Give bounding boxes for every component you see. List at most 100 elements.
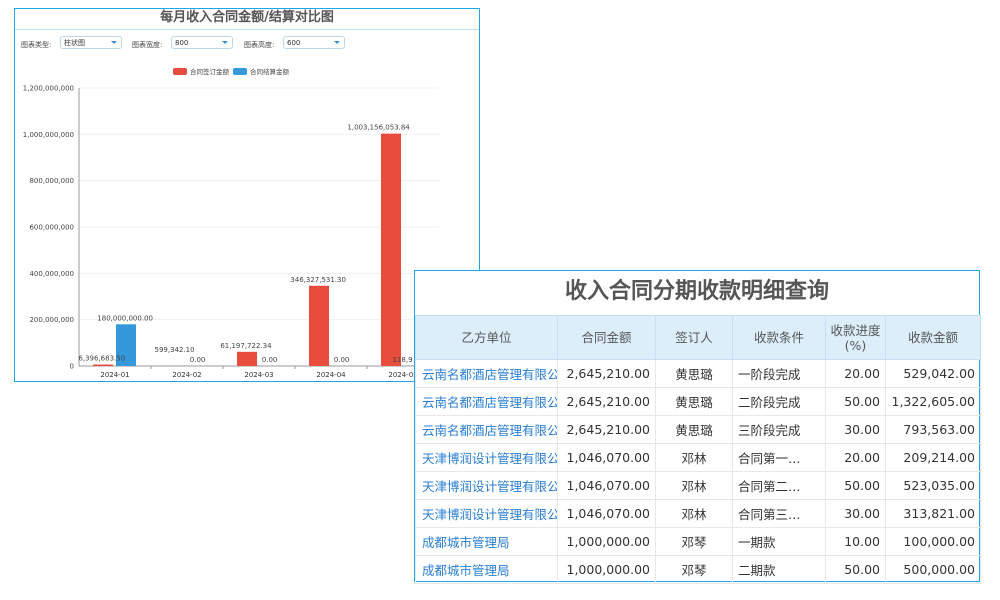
table-cell: 10.00 — [825, 527, 886, 556]
table-cell: 合同第一… — [732, 443, 826, 472]
chart-panel: 每月收入合同金额/结算对比图 图表类型: 柱状图 图表宽度: 800 图表高度:… — [14, 8, 480, 382]
company-link[interactable]: 云南名都酒店管理有限公司 — [415, 387, 558, 416]
table-row: 天津博润设计管理有限公司 1,046,070.00 邓林 合同第二… 50.00 523,… — [415, 471, 981, 500]
legend-swatch — [233, 68, 247, 75]
table-cell: 209,214.00 — [885, 443, 981, 472]
chart-type-label: 图表类型: — [21, 41, 52, 49]
column-header[interactable]: 合同金额 — [557, 315, 656, 360]
table-cell: 50.00 — [825, 555, 886, 584]
table-cell: 二期款 — [732, 555, 826, 584]
table-cell: 2,645,210.00 — [557, 415, 656, 444]
table-cell: 1,322,605.00 — [885, 387, 981, 416]
chart-type-value: 柱状图 — [64, 39, 85, 47]
table-cell: 2,645,210.00 — [557, 387, 656, 416]
table-title: 收入合同分期收款明细查询 — [564, 279, 829, 304]
legend-label: 合同签订金额 — [190, 67, 230, 76]
x-tick-label: 2024-02 — [172, 371, 201, 379]
chart-width-select[interactable]: 800 — [171, 36, 233, 49]
company-link[interactable]: 云南名都酒店管理有限公司 — [415, 359, 558, 388]
y-tick-label: 600,000,000 — [29, 224, 74, 232]
table-panel: 收入合同分期收款明细查询 乙方单位 合同金额 签订人 收款条件 收款进度(%) 收款金额 … — [414, 270, 981, 584]
legend-label: 合同结算金额 — [250, 67, 290, 76]
chart-title: 每月收入合同金额/结算对比图 — [15, 9, 479, 30]
company-link[interactable]: 成都城市管理局 — [415, 555, 558, 584]
table-cell: 黄思璐 — [655, 415, 733, 444]
chart-width-label: 图表宽度: — [132, 41, 163, 49]
chevron-down-icon — [111, 41, 117, 44]
bar-signed — [237, 351, 257, 366]
chart-height-label: 图表高度: — [244, 41, 275, 49]
table-row: 云南名都酒店管理有限公司 2,645,210.00 黄思璐 二阶段完成 50.00 1,3… — [415, 387, 981, 416]
table-cell: 三阶段完成 — [732, 415, 826, 444]
table-cell: 50.00 — [825, 387, 886, 416]
table-cell: 黄思璐 — [655, 359, 733, 388]
data-label: 0.00 — [190, 356, 206, 364]
table-cell: 1,000,000.00 — [557, 527, 656, 556]
data-label: 180,000,000.00 — [97, 314, 153, 322]
bar-signed — [93, 364, 113, 366]
bar-settled — [116, 324, 136, 366]
chart-height-select[interactable]: 600 — [283, 36, 345, 49]
column-header[interactable]: 乙方单位 — [415, 315, 558, 360]
table-cell: 100,000.00 — [885, 527, 981, 556]
x-tick-label: 2024-05 — [388, 371, 417, 379]
table-cell: 30.00 — [825, 415, 886, 444]
table-cell: 20.00 — [825, 359, 886, 388]
table-row: 天津博润设计管理有限公司 1,046,070.00 邓林 合同第三… 30.00 313,… — [415, 499, 981, 528]
data-label: 346,327,531.30 — [290, 276, 346, 284]
table-cell: 523,035.00 — [885, 471, 981, 500]
company-link[interactable]: 天津博润设计管理有限公司 — [415, 499, 558, 528]
table-cell: 邓林 — [655, 499, 733, 528]
table-cell: 20.00 — [825, 443, 886, 472]
table-cell: 邓琴 — [655, 555, 733, 584]
column-header[interactable]: 收款条件 — [732, 315, 826, 360]
table-cell: 邓林 — [655, 443, 733, 472]
chart-type-select[interactable]: 柱状图 — [60, 36, 122, 49]
x-tick-label: 2024-01 — [100, 371, 129, 379]
x-tick-label: 2024-04 — [316, 371, 346, 379]
chevron-down-icon — [334, 41, 340, 44]
data-label: 0.00 — [334, 356, 350, 364]
table-row: 云南名都酒店管理有限公司 2,645,210.00 黄思璐 三阶段完成 30.00 793… — [415, 415, 981, 444]
table-row: 成都城市管理局 1,000,000.00 邓琴 二期款 50.00 500,000.00 — [415, 555, 981, 584]
data-label: 118,9 — [393, 356, 413, 364]
y-tick-label: 1,000,000,000 — [23, 131, 74, 139]
table-cell: 1,046,070.00 — [557, 471, 656, 500]
company-link[interactable]: 天津博润设计管理有限公司 — [415, 443, 558, 472]
table-cell: 2,645,210.00 — [557, 359, 656, 388]
table-row: 天津博润设计管理有限公司 1,046,070.00 邓林 合同第一… 20.00 209,… — [415, 443, 981, 472]
company-link[interactable]: 云南名都酒店管理有限公司 — [415, 415, 558, 444]
company-link[interactable]: 天津博润设计管理有限公司 — [415, 471, 558, 500]
column-header[interactable]: 收款进度(%) — [825, 315, 886, 360]
table-cell: 黄思璐 — [655, 387, 733, 416]
table-cell: 二阶段完成 — [732, 387, 826, 416]
table-cell: 1,046,070.00 — [557, 499, 656, 528]
chart-width-value: 800 — [175, 39, 189, 47]
data-label: 1,003,156,053.84 — [347, 124, 410, 132]
table-row: 成都城市管理局 1,000,000.00 邓琴 一期款 10.00 100,000.00 — [415, 527, 981, 556]
chevron-down-icon — [222, 41, 228, 44]
table-header-row: 乙方单位 合同金额 签订人 收款条件 收款进度(%) 收款金额 — [415, 315, 981, 360]
payment-detail-table: 乙方单位 合同金额 签订人 收款条件 收款进度(%) 收款金额 云南名都酒店管理有限公司 2… — [415, 315, 981, 584]
column-header[interactable]: 签订人 — [655, 315, 733, 360]
chart-height-value: 600 — [287, 39, 301, 47]
company-link[interactable]: 成都城市管理局 — [415, 527, 558, 556]
data-label: 6,396,683.50 — [78, 355, 125, 363]
x-tick-label: 2024-03 — [244, 371, 273, 379]
data-label: 0.00 — [262, 356, 278, 364]
table-row: 云南名都酒店管理有限公司 2,645,210.00 黄思璐 一阶段完成 20.00 529… — [415, 359, 981, 388]
table-cell: 793,563.00 — [885, 415, 981, 444]
table-cell: 一期款 — [732, 527, 826, 556]
table-cell: 1,000,000.00 — [557, 555, 656, 584]
legend-swatch — [173, 68, 187, 75]
column-header[interactable]: 收款金额 — [885, 315, 981, 360]
y-tick-label: 400,000,000 — [29, 270, 74, 278]
table-cell: 500,000.00 — [885, 555, 981, 584]
table-cell: 一阶段完成 — [732, 359, 826, 388]
bar-signed — [381, 133, 401, 366]
table-cell: 1,046,070.00 — [557, 443, 656, 472]
y-tick-label: 0 — [70, 363, 74, 371]
bar-chart: 0 200,000,000 400,000,000 600,000,000 800,00… — [23, 67, 440, 379]
y-tick-label: 800,000,000 — [29, 177, 74, 185]
table-cell: 50.00 — [825, 471, 886, 500]
